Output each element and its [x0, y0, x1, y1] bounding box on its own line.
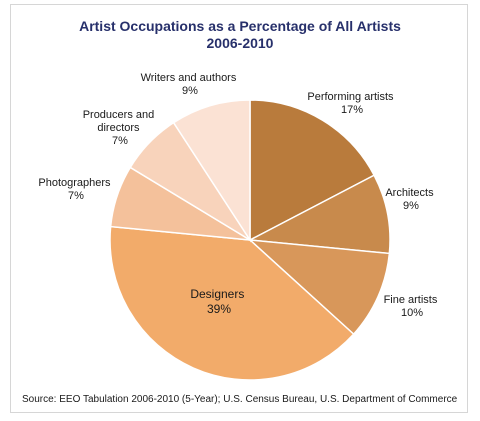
pie-labels: Performing artists 17% Architects 9% Fin… [38, 72, 441, 319]
slice-label-fine-artists: Fine artists 10% [384, 294, 441, 319]
pie-slice-performing-artists [249, 99, 376, 242]
chart-title: Artist Occupations as a Percentage of Al… [79, 18, 401, 34]
slice-label-writers-and-authors: Writers and authors 9% [141, 72, 240, 97]
pie-slice-fine-artists [247, 239, 391, 336]
source-note: Source: EEO Tabulation 2006-2010 (5-Year… [22, 394, 458, 405]
pie-slice-writers-and-authors [172, 99, 251, 243]
pie-slice-architects [247, 174, 391, 255]
pie-slice-designers [109, 225, 355, 381]
slice-label-photographers: Photographers 7% [38, 177, 113, 202]
slice-label-architects: Architects 9% [385, 187, 436, 212]
pie-slices [109, 99, 391, 381]
slice-label-designers: Designers 39% [190, 287, 247, 316]
slice-label-producers-and-directors: Producers and directors 7% [83, 109, 158, 147]
slice-label-performing-artists: Performing artists 17% [307, 91, 396, 116]
chart-subtitle: 2006-2010 [206, 35, 274, 51]
